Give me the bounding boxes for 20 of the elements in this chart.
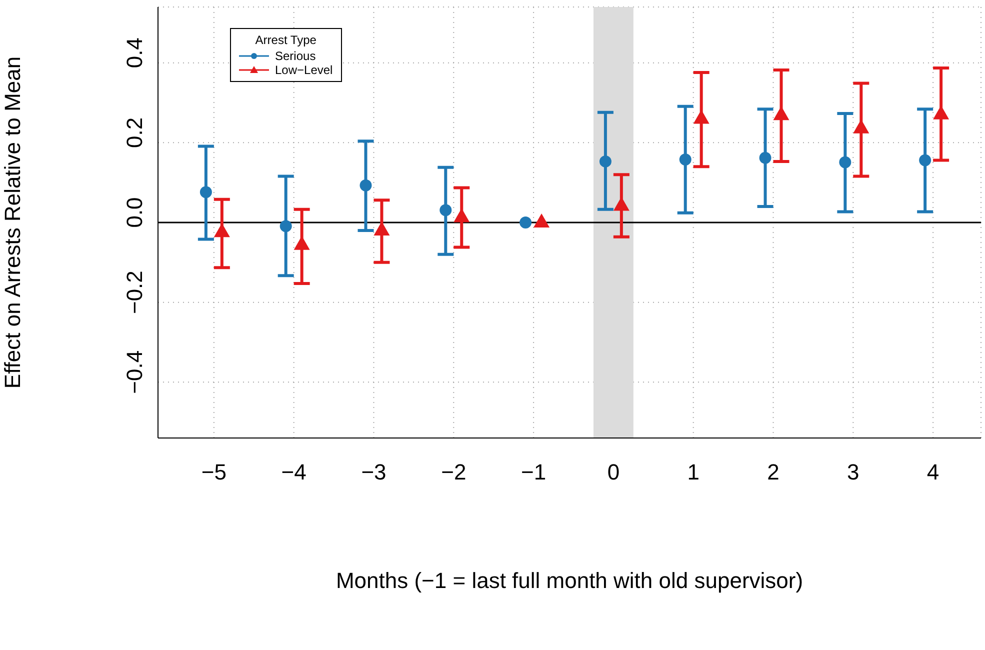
legend-label: Serious bbox=[275, 49, 316, 63]
x-axis-title: Months (−1 = last full month with old supervisor) bbox=[336, 568, 804, 593]
y-tick-label: 0.0 bbox=[122, 197, 147, 228]
x-tick-label: −1 bbox=[520, 460, 546, 485]
y-tick-label: 0.4 bbox=[122, 38, 147, 68]
x-tick-label: 0 bbox=[607, 460, 620, 485]
x-tick-label: −5 bbox=[201, 460, 226, 485]
y-axis-title: Effect on Arrests Relative to Mean bbox=[0, 56, 25, 389]
x-tick-label: −4 bbox=[281, 460, 306, 485]
legend-title: Arrest Type bbox=[254, 33, 318, 47]
y-tick-label: −0.2 bbox=[122, 270, 147, 314]
x-tick-label: 1 bbox=[687, 460, 700, 485]
x-tick-label: 4 bbox=[926, 460, 940, 485]
x-tick-label: −2 bbox=[441, 460, 466, 485]
legend-label: Low−Level bbox=[275, 63, 333, 77]
x-tick-label: 3 bbox=[847, 460, 860, 485]
x-tick-label: 2 bbox=[767, 460, 780, 485]
y-tick-label: −0.4 bbox=[122, 350, 147, 394]
x-tick-label: −3 bbox=[361, 460, 386, 485]
y-tick-label: 0.2 bbox=[122, 117, 147, 148]
